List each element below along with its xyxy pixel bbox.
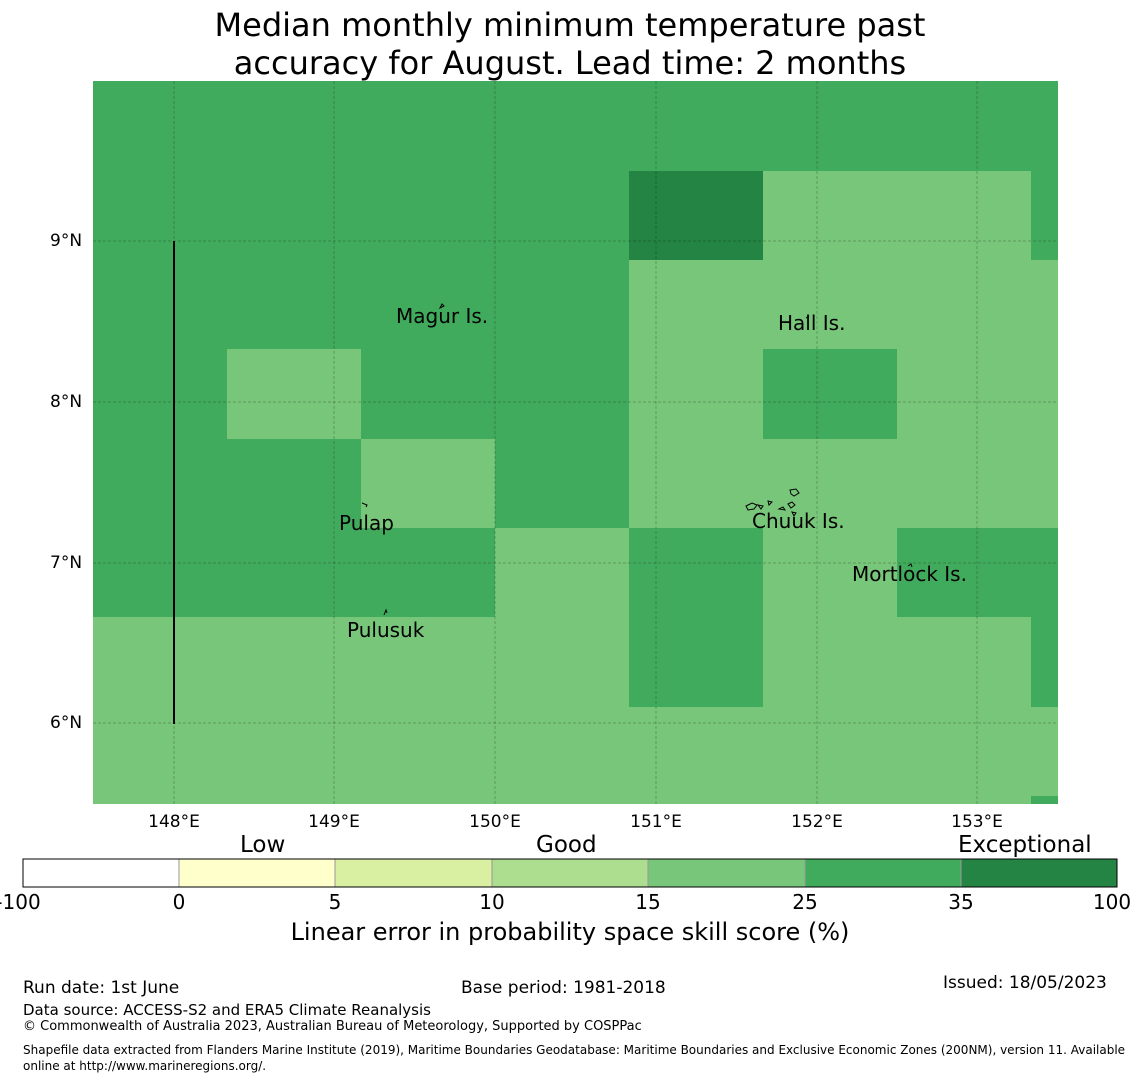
copyright-notice: © Commonwealth of Australia 2023, Austra… <box>23 1019 642 1034</box>
map-title: Median monthly minimum temperature past … <box>0 6 1140 82</box>
label-hall: Hall Is. <box>778 311 845 335</box>
island-magur <box>438 303 445 310</box>
cell-region-south-central <box>629 528 763 707</box>
shapefile-credit-line-1: Shapefile data extracted from Flanders M… <box>23 1043 1126 1057</box>
label-chuuk: Chuuk Is. <box>752 509 845 533</box>
issued-date: Issued: 18/05/2023 <box>943 973 1107 993</box>
x-tick-label: 151°E <box>630 812 682 832</box>
category-low: Low <box>240 832 286 858</box>
x-tick-label: 152°E <box>791 812 843 832</box>
cell-region-exceptional <box>629 171 763 260</box>
label-pulap: Pulap <box>339 511 394 535</box>
colorbar-seg-5-10 <box>335 859 492 887</box>
shapefile-credit-line-2: online at http://www.marineregions.org/. <box>23 1059 267 1073</box>
cell-region-pulap-inset <box>361 439 495 528</box>
colorbar-label: Linear error in probability space skill … <box>290 918 850 946</box>
colorbar-tick: 10 <box>479 890 505 914</box>
island-chuuk-7 <box>791 511 797 517</box>
cell-region-se-corner <box>1031 796 1058 804</box>
colorbar-seg-0-5 <box>179 859 335 887</box>
colorbar-tick: -100 <box>0 890 41 914</box>
cell-region-north <box>93 81 1058 171</box>
cell-region-west-inset <box>227 349 361 439</box>
island-hall <box>805 315 810 319</box>
label-pulusuk: Pulusuk <box>347 618 425 642</box>
island-outlines <box>361 303 913 616</box>
colorbar <box>22 858 1118 888</box>
island-chuuk-2 <box>756 504 764 510</box>
label-magur: Magur Is. <box>396 304 488 328</box>
island-chuuk-6 <box>787 501 796 509</box>
colorbar-seg-15-25 <box>648 859 805 887</box>
island-chuuk-5 <box>789 488 800 497</box>
cell-region-east-edge <box>1031 171 1058 260</box>
x-tick-label: 150°E <box>469 812 521 832</box>
title-line-1: Median monthly minimum temperature past <box>214 6 926 44</box>
graticule <box>93 81 1058 804</box>
y-tick-label: 6°N <box>50 713 83 733</box>
place-labels: Magur Is. Hall Is. Pulap Chuuk Is. Mortl… <box>339 304 967 642</box>
cell-region-west-lower <box>93 528 495 617</box>
category-good: Good <box>536 832 597 858</box>
colorbar-seg-35-100 <box>961 859 1117 887</box>
y-tick-label: 8°N <box>50 392 83 412</box>
run-date: Run date: 1st June <box>23 978 180 998</box>
island-mortlock <box>907 563 913 568</box>
y-tick-label: 7°N <box>50 553 83 573</box>
island-chuuk-1 <box>745 502 758 511</box>
island-pulusuk <box>383 608 388 616</box>
shapefile-credit: Shapefile data extracted from Flanders M… <box>23 1042 1125 1074</box>
cell-region-hall <box>763 349 897 439</box>
data-source: Data source: ACCESS-S2 and ERA5 Climate … <box>23 1001 431 1019</box>
base-period: Base period: 1981-2018 <box>461 978 666 998</box>
cell-region-mortlock <box>897 528 1058 617</box>
island-chuuk-3 <box>767 500 773 506</box>
colorbar-tick: 25 <box>792 890 818 914</box>
x-tick-label: 153°E <box>951 812 1003 832</box>
skill-grid <box>93 81 1058 804</box>
colorbar-seg-10-15 <box>492 859 648 887</box>
y-tick-label: 9°N <box>50 231 83 251</box>
cell-region-east-lower <box>1031 617 1058 707</box>
colorbar-tick: 35 <box>948 890 974 914</box>
colorbar-tick: 5 <box>328 890 342 914</box>
colorbar-outline <box>22 858 1118 888</box>
colorbar-seg-25-35 <box>805 859 961 887</box>
island-chuuk-4 <box>777 506 787 511</box>
label-mortlock: Mortlock Is. <box>852 562 967 586</box>
colorbar-tick: 15 <box>635 890 661 914</box>
island-pulap <box>361 502 368 508</box>
x-tick-label: 149°E <box>308 812 360 832</box>
category-exceptional: Exceptional <box>958 832 1092 858</box>
x-tick-label: 148°E <box>148 812 200 832</box>
colorbar-tick: 0 <box>172 890 186 914</box>
colorbar-tick: 100 <box>1092 890 1132 914</box>
title-line-2: accuracy for August. Lead time: 2 months <box>233 44 907 82</box>
colorbar-seg-neg100-0 <box>23 859 179 887</box>
